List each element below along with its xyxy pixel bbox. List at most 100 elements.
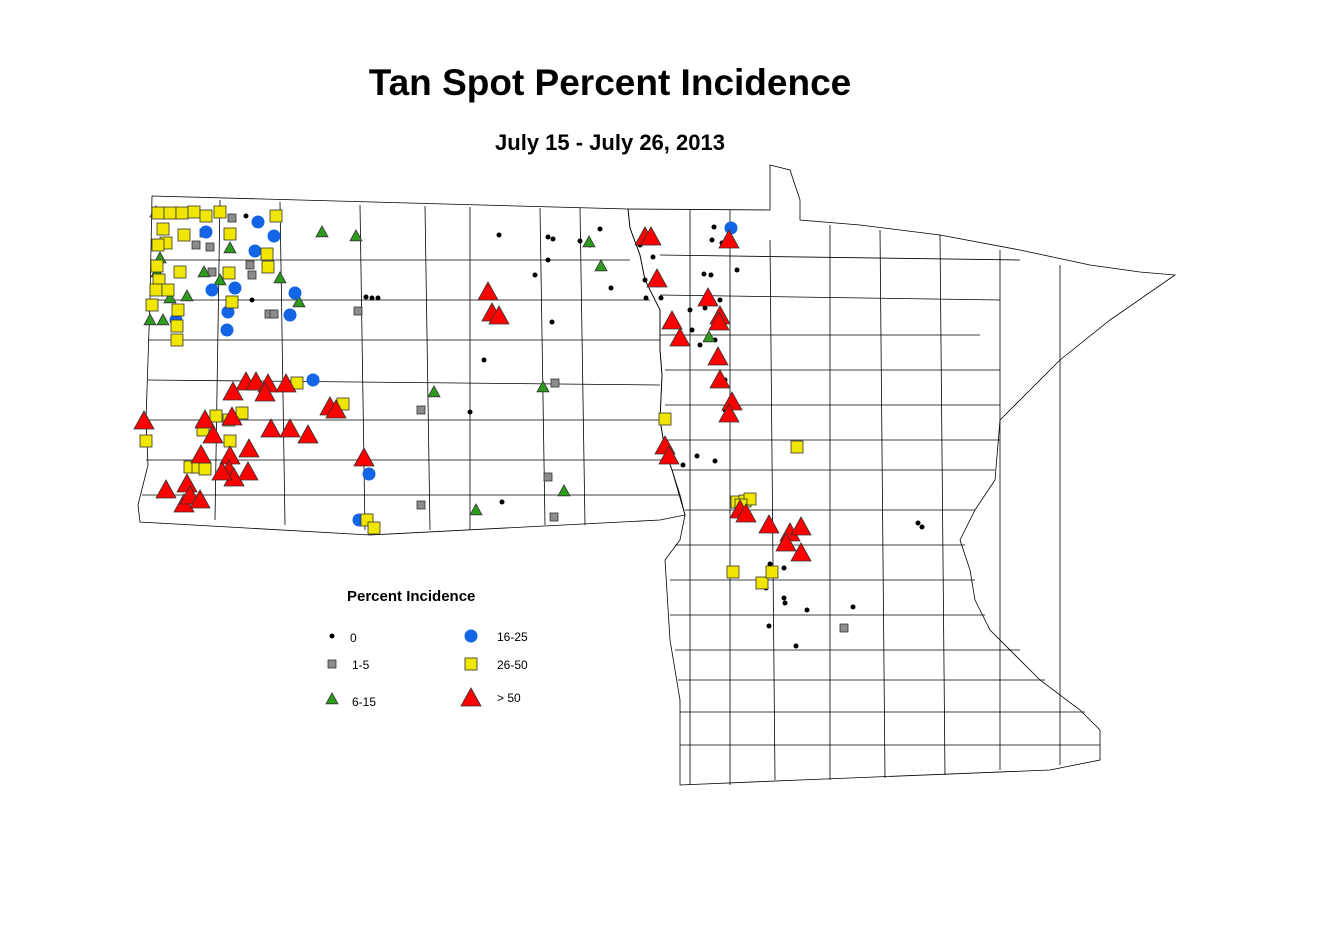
- marker-50-203: [758, 514, 780, 534]
- marker-50-185: [279, 418, 301, 438]
- marker-26-50-118: [151, 238, 165, 252]
- marker-50-196: [176, 473, 198, 493]
- map-subtitle: July 15 - July 26, 2013: [495, 130, 725, 155]
- marker-0-33: [717, 297, 723, 303]
- marker-50-174: [275, 373, 297, 393]
- marker-0-5: [550, 236, 556, 242]
- marker-1-5-60: [207, 267, 217, 277]
- marker-0-48: [804, 607, 810, 613]
- marker-50-197: [155, 479, 177, 499]
- marker-6-15-86: [594, 259, 608, 272]
- marker-16-25-98: [221, 305, 235, 319]
- marker-16-25-101: [283, 308, 297, 322]
- marker-26-50-151: [755, 576, 769, 590]
- marker-50-163: [661, 310, 683, 330]
- marker-26-50-112: [199, 209, 213, 223]
- marker-1-5-58: [191, 240, 201, 250]
- marker-6-15-77: [292, 295, 306, 308]
- marker-0-18: [499, 499, 505, 505]
- marker-50-187: [190, 444, 212, 464]
- marker-50-157: [488, 305, 510, 325]
- marker-0-3: [496, 232, 502, 238]
- marker-0-19: [711, 224, 717, 230]
- legend-label-1-5: 1-5: [352, 658, 370, 672]
- marker-0-6: [577, 238, 583, 244]
- marker-50-205: [790, 516, 812, 536]
- marker-6-15-80: [156, 313, 170, 326]
- marker-16-25-102: [205, 283, 219, 297]
- marker-0-43: [767, 561, 773, 567]
- marker-50-160: [718, 229, 740, 249]
- marker-26-50-152: [765, 565, 779, 579]
- marker-50-195: [658, 445, 680, 465]
- marker-0-12: [363, 294, 369, 300]
- legend-symbol-3: [464, 629, 478, 643]
- marker-16-25-105: [362, 467, 376, 481]
- marker-6-15-88: [427, 385, 441, 398]
- marker-26-50-131: [170, 333, 184, 347]
- marker-26-50-144: [658, 412, 672, 426]
- county-grid: [137, 164, 1177, 786]
- marker-0-30: [658, 295, 664, 301]
- marker-0-24: [708, 272, 714, 278]
- marker-1-5-67: [550, 378, 560, 388]
- marker-26-50-119: [223, 227, 237, 241]
- marker-50-190: [237, 461, 259, 481]
- marker-26-50-111: [187, 205, 201, 219]
- marker-50-184: [260, 418, 282, 438]
- marker-0-17: [467, 409, 473, 415]
- marker-6-15-90: [557, 484, 571, 497]
- legend-symbols: [325, 629, 482, 707]
- marker-16-25-100: [288, 286, 302, 300]
- marker-26-50-129: [171, 303, 185, 317]
- marker-0-26: [650, 254, 656, 260]
- marker-26-50-120: [260, 247, 274, 261]
- marker-6-15-78: [163, 291, 177, 304]
- marker-0-4: [545, 234, 551, 240]
- marker-26-50-150: [726, 565, 740, 579]
- map-title: Tan Spot Percent Incidence: [368, 62, 852, 103]
- marker-50-159: [640, 226, 662, 246]
- marker-1-5-61: [245, 260, 255, 270]
- marker-6-15-74: [197, 265, 211, 278]
- marker-50-167: [707, 346, 729, 366]
- marker-0-7: [597, 226, 603, 232]
- marker-0-16: [481, 357, 487, 363]
- marker-26-50-138: [235, 406, 249, 420]
- marker-26-50-123: [173, 265, 187, 279]
- marker-50-181: [221, 406, 243, 426]
- marker-0-15: [549, 319, 555, 325]
- legend-symbol-2: [325, 692, 339, 705]
- marker-1-5-69: [543, 472, 553, 482]
- marker-50-207: [790, 542, 812, 562]
- legend-title: Percent Incidence: [347, 588, 476, 605]
- marker-0-13: [369, 295, 375, 301]
- marker-6-15-73: [223, 241, 237, 254]
- marker-16-25-95: [199, 225, 213, 239]
- marker-26-50-121: [261, 260, 275, 274]
- marker-16-25-97: [228, 281, 242, 295]
- marker-1-5-71: [839, 623, 849, 633]
- legend-label-gt50: > 50: [497, 691, 521, 705]
- marker-26-50-136: [209, 409, 223, 423]
- marker-0-46: [781, 595, 787, 601]
- marker-0-10: [532, 272, 538, 278]
- marker-26-50-114: [269, 209, 283, 223]
- marker-26-50-130: [170, 319, 184, 333]
- marker-0-34: [689, 327, 695, 333]
- marker-26-50-108: [151, 206, 165, 220]
- marker-50-186: [297, 424, 319, 444]
- marker-50-202: [735, 503, 757, 523]
- marker-26-50-128: [145, 298, 159, 312]
- marker-26-50-132: [225, 295, 239, 309]
- marker-1-5-65: [353, 306, 363, 316]
- marker-0-22: [734, 267, 740, 273]
- marker-0-53: [919, 524, 925, 530]
- marker-0-31: [687, 307, 693, 313]
- marker-0-27: [642, 277, 648, 283]
- marker-6-15-89: [536, 380, 550, 393]
- marker-1-5-56: [227, 213, 237, 223]
- marker-16-25-96: [248, 244, 262, 258]
- marker-26-50-126: [161, 283, 175, 297]
